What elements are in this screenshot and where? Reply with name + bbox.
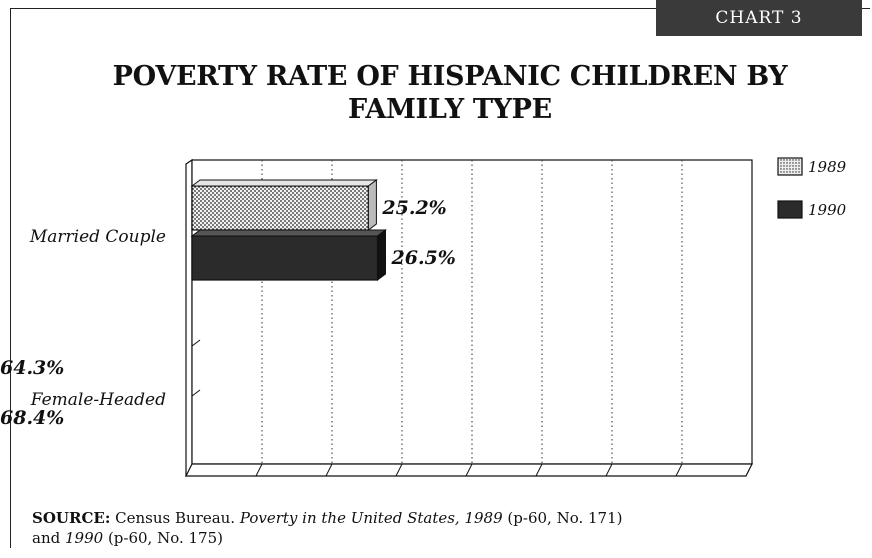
- chart-title-line-1: POVERTY RATE OF HISPANIC CHILDREN BY: [112, 61, 788, 92]
- bar-marks: Married Couple 25.2% 26.5% Female-Headed 64.…: [0, 180, 456, 429]
- source-publication-title: Poverty in the United States, 1989: [239, 509, 503, 527]
- source-and: and: [32, 529, 65, 547]
- floor-tick: [325, 463, 333, 477]
- bar-top-1990: [191, 389, 201, 397]
- source-note: SOURCE: Census Bureau. Poverty in the Un…: [32, 508, 812, 548]
- frame-top-border: [10, 8, 870, 9]
- source-report-1989: (p-60, No. 171): [502, 509, 623, 527]
- bar-1990: [191, 235, 379, 281]
- legend-label-1989: 1989: [808, 158, 847, 176]
- chart-title: POVERTY RATE OF HISPANIC CHILDREN BY FAM…: [60, 60, 840, 126]
- source-line-1: SOURCE: Census Bureau. Poverty in the Un…: [32, 508, 812, 528]
- plot-side-wall: [185, 158, 193, 478]
- value-label: 68.4%: [0, 407, 64, 429]
- category-label: Female-Headed: [30, 390, 166, 410]
- floor-tick: [395, 463, 403, 477]
- floor-tick: [465, 463, 473, 477]
- source-report-1990: (p-60, No. 175): [103, 529, 223, 547]
- legend-label-1990: 1990: [808, 201, 847, 219]
- bar-end-1989: [367, 179, 377, 231]
- frame-left-border: [10, 8, 11, 548]
- floor-tick: [535, 463, 543, 477]
- source-year-1990: 1990: [64, 529, 104, 547]
- floor-tick: [605, 463, 613, 477]
- legend-swatch-1990: [777, 200, 803, 219]
- value-label: 64.3%: [0, 357, 64, 379]
- source-publisher: Census Bureau.: [110, 509, 240, 527]
- floor-tick: [255, 463, 263, 477]
- bar-end-1990: [377, 229, 386, 281]
- category-label: Married Couple: [29, 227, 166, 247]
- chart-title-line-2: FAMILY TYPE: [348, 94, 552, 125]
- chart-number-badge: CHART 3: [656, 0, 862, 36]
- source-line-2: and 1990 (p-60, No. 175): [32, 528, 812, 548]
- value-label: 25.2%: [381, 197, 446, 219]
- value-label: 26.5%: [391, 247, 456, 269]
- legend-swatch-1989: [777, 157, 803, 176]
- floor-tick: [675, 463, 683, 477]
- legend: 1989 1990: [777, 157, 847, 219]
- bar-top-1989: [190, 179, 378, 187]
- source-label: SOURCE:: [32, 509, 111, 527]
- bar-top-1989: [191, 339, 201, 347]
- bar-1989: [191, 185, 369, 231]
- bar-top-1990: [190, 229, 387, 237]
